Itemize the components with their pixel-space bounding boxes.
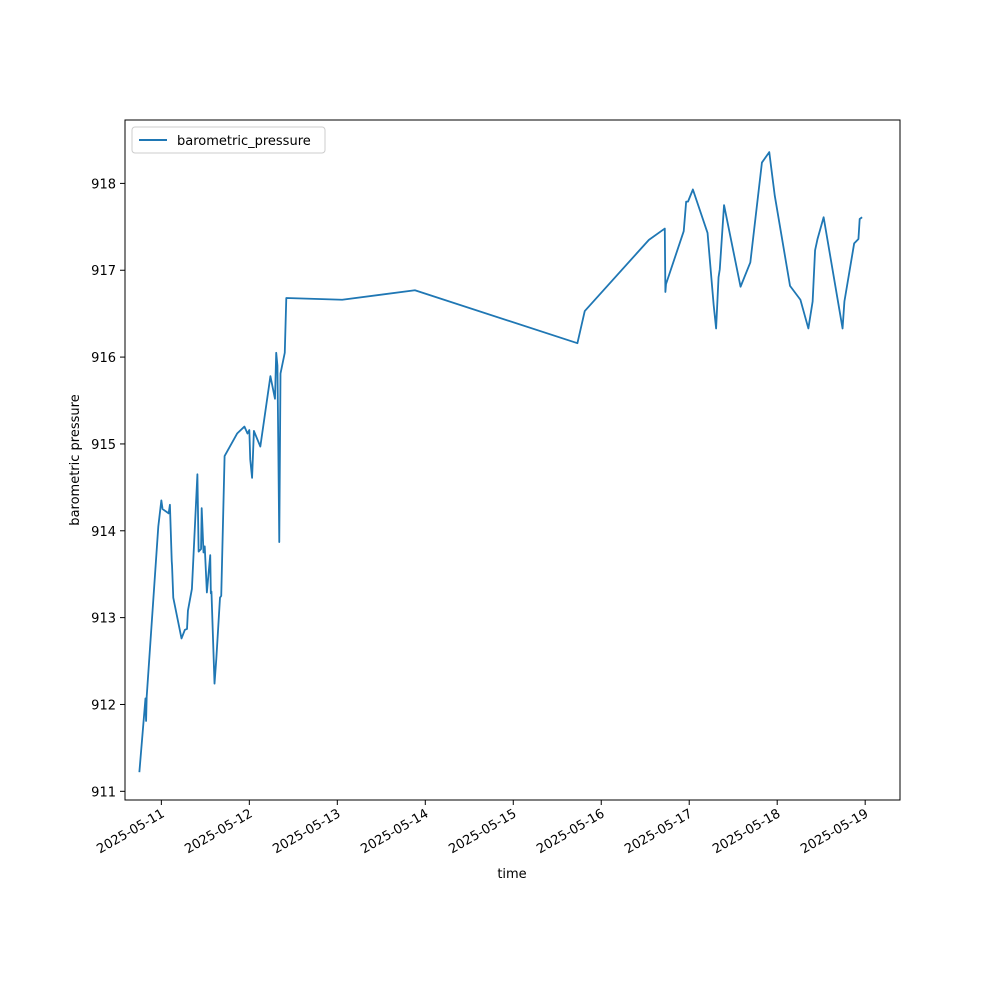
plot-frame [124, 119, 901, 801]
x-tick-label: 2025-05-13 [270, 806, 343, 857]
x-tick-label: 2025-05-18 [710, 806, 783, 857]
legend-entry-label: barometric_pressure [177, 134, 311, 149]
x-tick-label: 2025-05-12 [182, 806, 255, 857]
y-tick-label: 915 [91, 438, 116, 453]
y-tick-label: 916 [91, 351, 116, 366]
legend: barometric_pressure [131, 126, 326, 154]
plot-area [125, 120, 900, 800]
x-tick-label: 2025-05-11 [94, 806, 167, 857]
y-tick-label: 913 [91, 612, 116, 627]
y-tick-label: 914 [91, 525, 116, 540]
x-tick-label: 2025-05-16 [534, 806, 607, 857]
y-axis-ticks: 911 912 913 914 915 916 917 918 [91, 177, 125, 800]
y-tick-label: 918 [91, 177, 116, 192]
x-axis-label: time [497, 867, 526, 882]
legend-box [131, 126, 326, 154]
x-tick-label: 2025-05-15 [446, 806, 519, 857]
series-line-barometric-pressure [138, 151, 863, 773]
x-tick-label: 2025-05-14 [358, 806, 431, 857]
y-axis-label: barometric pressure [68, 394, 83, 525]
x-tick-label: 2025-05-17 [622, 806, 695, 857]
x-tick-label: 2025-05-19 [798, 806, 871, 857]
y-tick-label: 912 [91, 698, 116, 713]
y-tick-label: 911 [91, 785, 116, 800]
x-axis-ticks: 2025-05-11 2025-05-12 2025-05-13 2025-05-14… [94, 800, 871, 857]
y-tick-label: 917 [91, 264, 116, 279]
